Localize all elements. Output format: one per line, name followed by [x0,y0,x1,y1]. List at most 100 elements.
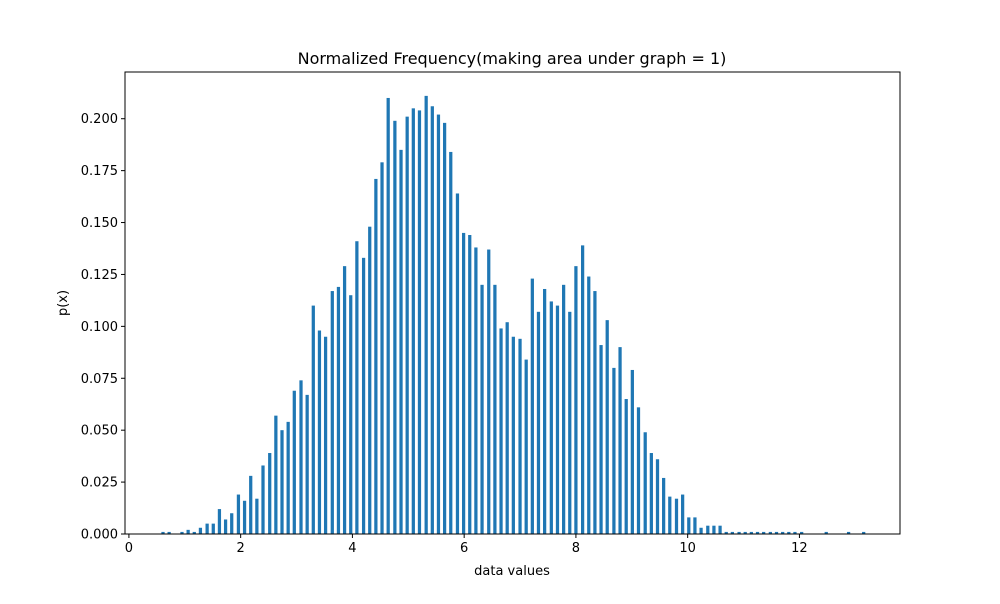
histogram-bar [449,151,453,534]
histogram-bar [280,430,284,534]
histogram-bar [674,498,679,534]
histogram-bar [630,369,634,534]
histogram-bar [781,531,785,534]
histogram-bar [581,245,585,534]
histogram-bar [386,97,390,535]
x-tick-label: 12 [791,541,808,556]
histogram-bar [862,531,866,534]
histogram-bar [749,531,753,534]
histogram-bar [624,399,628,534]
histogram-bar [205,523,209,534]
histogram-bar [543,288,547,534]
histogram-bar [774,531,779,534]
histogram-bar [518,338,522,534]
histogram-bar [480,284,484,534]
histogram-bar [230,513,234,534]
chart-title: Normalized Frequency(making area under g… [298,49,727,68]
y-tick-label: 0.100 [81,320,118,335]
y-axis-label: p(x) [56,290,71,316]
histogram-bar [574,266,578,534]
histogram-bar [399,149,403,534]
histogram-bar [342,266,347,534]
histogram-bar [380,162,384,534]
histogram-bar [424,95,428,534]
histogram-bar [643,432,647,534]
x-tick-label: 6 [460,541,468,556]
histogram-bar [724,531,728,534]
histogram-bar [636,407,641,534]
histogram-bar [468,235,472,534]
histogram-bar [317,330,322,534]
x-tick-label: 10 [679,541,696,556]
histogram-bar [718,525,722,534]
y-tick-label: 0.150 [81,216,118,231]
histogram-bar [668,496,672,534]
histogram-bar [737,531,741,534]
histogram-bar [824,531,828,534]
histogram-bar [762,531,766,534]
histogram-bar [393,120,397,535]
histogram-bar [368,226,372,534]
histogram-bar [493,284,497,534]
histogram-bar [274,415,278,534]
histogram-bar [198,527,203,534]
histogram-bar [242,500,247,534]
histogram-bar [593,291,597,534]
histogram-bar [211,523,215,534]
histogram-bar [712,525,716,534]
histogram-bar [436,114,441,534]
histogram-bar [249,475,253,534]
histogram-bar [236,494,241,534]
histogram-bar [217,509,222,534]
histogram-bar [555,305,560,534]
histogram-bar [562,284,566,534]
y-tick-label: 0.000 [81,528,118,543]
histogram-bar [787,531,791,534]
histogram-bar [299,380,303,534]
histogram-bar [524,359,528,534]
histogram-bar [417,110,422,534]
y-tick-label: 0.175 [81,164,118,179]
histogram-bar [268,453,272,534]
x-tick-label: 4 [348,541,356,556]
histogram-bar [192,531,196,534]
histogram-bar [846,531,851,534]
histogram-bar [768,531,772,534]
histogram-bar [330,291,334,534]
histogram-bar [605,320,609,534]
histogram-bar [649,453,653,534]
x-tick-label: 8 [572,541,580,556]
histogram-bar [706,525,710,534]
histogram-bar [487,249,491,534]
histogram-bar [511,336,515,534]
histogram-bar [167,531,171,534]
y-tick-label: 0.200 [81,112,118,127]
histogram-bar [793,531,797,534]
histogram-bar [374,178,378,534]
histogram-bar [587,276,591,534]
histogram-bar [549,301,553,534]
histogram-bar [681,494,685,534]
y-tick-label: 0.025 [81,476,118,491]
histogram-bar [536,311,541,534]
histogram-bar [161,531,165,534]
histogram-bar [618,347,622,534]
plot-area-frame [124,71,901,535]
histogram-bar [361,257,366,534]
histogram-bar [800,531,804,534]
histogram-bar [292,390,296,534]
histogram-bar [743,531,747,534]
bars [161,95,866,535]
histogram-bar [255,498,259,534]
x-tick-label: 2 [237,541,245,556]
histogram-bar [755,531,760,534]
x-axis-label: data values [474,564,550,579]
histogram-bar [186,529,190,534]
histogram-bar [699,527,703,534]
histogram-bar [687,517,691,534]
histogram-bar [442,122,447,535]
histogram-bar [349,295,353,534]
histogram-bar [505,322,509,534]
